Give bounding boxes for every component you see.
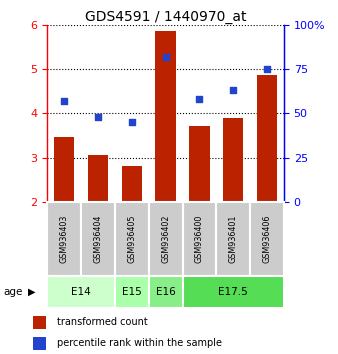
Bar [223,118,243,202]
Text: GSM936404: GSM936404 [94,215,102,263]
Text: transformed count: transformed count [57,317,147,327]
Point [197,96,202,102]
Text: age: age [3,287,23,297]
Text: percentile rank within the sample: percentile rank within the sample [57,338,222,348]
Bar [33,316,46,329]
Bar [81,202,115,276]
Text: GSM936401: GSM936401 [229,215,238,263]
Bar [88,155,108,202]
Point [264,66,270,72]
Bar [250,202,284,276]
Text: GSM936400: GSM936400 [195,215,204,263]
Bar [155,30,176,202]
Bar [189,126,210,202]
Bar [216,202,250,276]
Text: E17.5: E17.5 [218,287,248,297]
Point [95,114,101,120]
Point [129,119,135,125]
Text: GSM936402: GSM936402 [161,215,170,263]
Bar [115,202,149,276]
Bar [122,166,142,202]
Text: E15: E15 [122,287,142,297]
Bar [149,202,183,276]
Text: GSM936406: GSM936406 [263,215,271,263]
Bar [183,202,216,276]
Text: E14: E14 [71,287,91,297]
Text: GSM936405: GSM936405 [127,215,136,263]
Title: GDS4591 / 1440970_at: GDS4591 / 1440970_at [85,10,246,24]
Text: ▶: ▶ [28,287,35,297]
Text: E16: E16 [156,287,175,297]
Point [62,98,67,104]
Point [231,87,236,93]
Point [163,54,168,59]
Bar [47,202,81,276]
Bar [47,276,115,308]
Bar [33,337,46,350]
Bar [54,137,74,202]
Bar [149,276,183,308]
Bar [115,276,149,308]
Bar [183,276,284,308]
Text: GSM936403: GSM936403 [60,215,69,263]
Bar [257,75,277,202]
